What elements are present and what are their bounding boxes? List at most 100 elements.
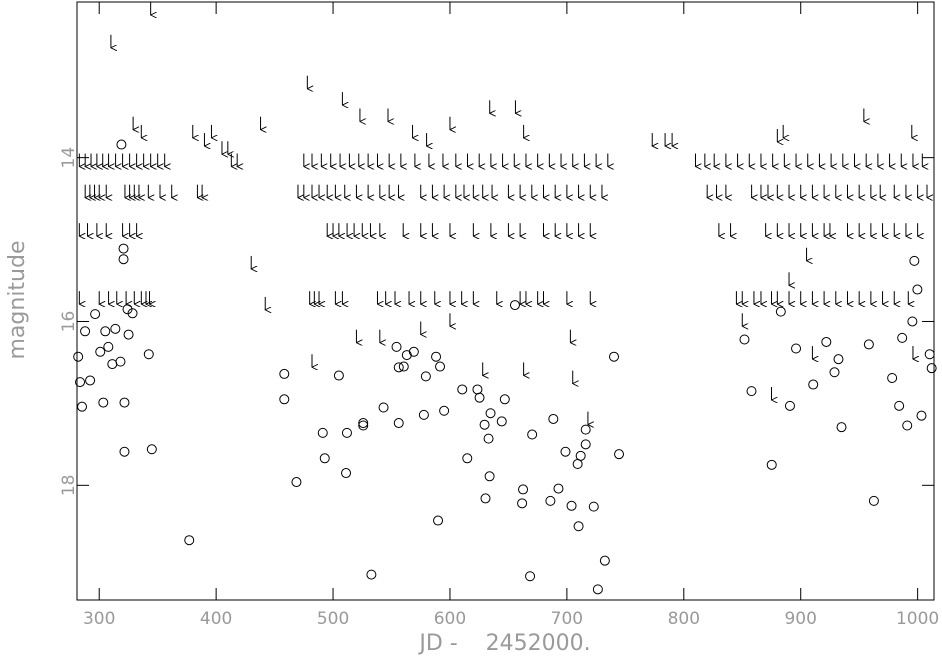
detection xyxy=(462,453,473,464)
detection xyxy=(509,300,520,311)
detection xyxy=(95,346,106,357)
detection xyxy=(474,392,485,403)
detection xyxy=(143,349,154,360)
detection xyxy=(926,363,937,374)
detection xyxy=(887,373,898,384)
detection xyxy=(85,375,96,386)
detection xyxy=(73,351,84,362)
detection xyxy=(118,243,129,254)
x-tick-label: 300 xyxy=(83,609,115,629)
detection xyxy=(433,515,444,526)
detection xyxy=(573,521,584,532)
detection xyxy=(107,359,118,370)
detection xyxy=(484,471,495,482)
detection xyxy=(580,424,591,435)
x-tick-label: 500 xyxy=(317,609,349,629)
detection xyxy=(333,370,344,381)
detection xyxy=(146,444,157,455)
detection xyxy=(897,332,908,343)
detection xyxy=(393,362,404,373)
detection xyxy=(588,501,599,512)
x-tick-label: 400 xyxy=(200,609,232,629)
detection xyxy=(279,368,290,379)
y-tick-label: 18 xyxy=(59,474,79,496)
detection xyxy=(791,343,802,354)
detection xyxy=(829,367,840,378)
detection xyxy=(439,405,450,416)
detection xyxy=(317,427,328,438)
detection xyxy=(401,350,412,361)
detection xyxy=(517,498,528,509)
detection xyxy=(319,453,330,464)
detection xyxy=(784,400,795,411)
detection xyxy=(553,483,564,494)
detection xyxy=(902,420,913,431)
detection xyxy=(184,535,195,546)
detection xyxy=(479,419,490,430)
detection xyxy=(80,326,91,337)
detection xyxy=(821,336,832,347)
x-tick-label: 1000 xyxy=(896,609,939,629)
detection xyxy=(746,386,757,397)
detection xyxy=(907,316,918,327)
detection xyxy=(485,408,496,419)
detection xyxy=(98,397,109,408)
detection xyxy=(739,334,750,345)
detection xyxy=(775,306,786,317)
y-tick-label: 16 xyxy=(59,311,79,333)
detection xyxy=(499,394,510,405)
detection xyxy=(863,339,874,350)
x-axis-label: JD - 2452000. xyxy=(417,631,590,656)
detection xyxy=(119,446,130,457)
detection xyxy=(909,255,920,266)
detection xyxy=(431,351,442,362)
x-tick-label: 600 xyxy=(434,609,466,629)
detection xyxy=(75,377,86,388)
detection xyxy=(808,379,819,390)
detection xyxy=(457,384,468,395)
detection xyxy=(527,429,538,440)
detection xyxy=(836,422,847,433)
detection xyxy=(90,309,101,320)
detection xyxy=(100,326,111,337)
detection xyxy=(119,397,130,408)
detection xyxy=(572,459,583,470)
detection xyxy=(548,413,559,424)
detection xyxy=(496,416,507,427)
detection xyxy=(833,354,844,365)
detection xyxy=(77,401,88,412)
detection xyxy=(575,450,586,461)
detection xyxy=(418,409,429,420)
detection xyxy=(341,468,352,479)
detection xyxy=(480,493,491,504)
x-tick-label: 700 xyxy=(551,609,583,629)
detection xyxy=(398,361,409,372)
detection xyxy=(103,341,114,352)
detection xyxy=(358,418,369,429)
y-axis-label: magnitude xyxy=(5,240,30,359)
detection xyxy=(358,420,369,431)
detection xyxy=(115,356,126,367)
detection xyxy=(924,349,935,360)
detection xyxy=(341,427,352,438)
detection xyxy=(525,571,536,582)
detection xyxy=(408,346,419,357)
detection xyxy=(545,495,556,506)
detection xyxy=(127,308,138,319)
detection xyxy=(608,351,619,362)
x-tick-label: 800 xyxy=(668,609,700,629)
detection xyxy=(580,439,591,450)
detection xyxy=(435,361,446,372)
y-tick-label: 14 xyxy=(59,147,79,169)
detection xyxy=(366,569,377,580)
detection xyxy=(912,284,923,295)
detection xyxy=(116,139,127,150)
detection xyxy=(614,449,625,460)
detection xyxy=(868,495,879,506)
detection xyxy=(916,410,927,421)
detection xyxy=(118,254,129,265)
detection xyxy=(560,446,571,457)
detection xyxy=(483,433,494,444)
x-tick-label: 900 xyxy=(784,609,816,629)
